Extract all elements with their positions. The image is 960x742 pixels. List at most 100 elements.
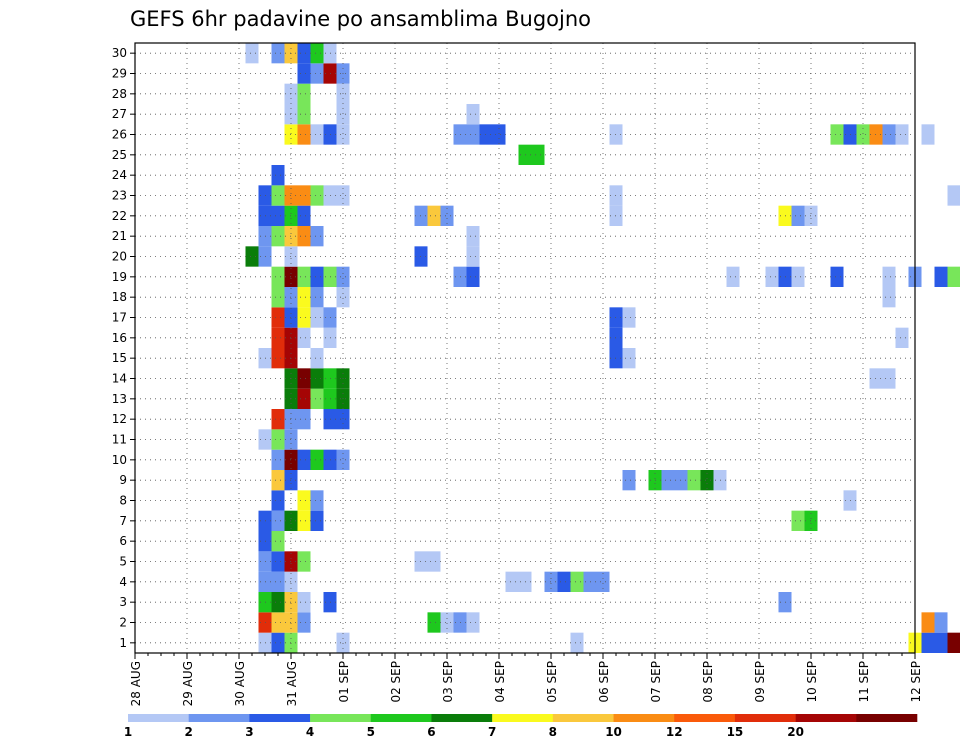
x-tick-label: 12 SEP <box>909 661 923 703</box>
grid-lines <box>135 43 915 653</box>
y-tick-label: 2 <box>119 616 127 630</box>
y-tick-label: 10 <box>112 453 127 467</box>
heatmap-cell <box>297 510 311 531</box>
colorbar-swatch <box>856 714 918 722</box>
y-tick-label: 16 <box>112 331 127 345</box>
heatmap-cell <box>336 632 350 653</box>
heatmap-cell <box>882 124 896 145</box>
x-tick-label: 07 SEP <box>649 661 663 703</box>
y-tick-label: 17 <box>112 311 127 325</box>
heatmap-cell <box>271 551 285 572</box>
y-tick-label: 21 <box>112 229 127 243</box>
heatmap-cell <box>310 185 324 206</box>
heatmap-cell <box>492 124 506 145</box>
heatmap-cell <box>531 144 545 165</box>
heatmap-cell <box>310 266 324 287</box>
colorbar-swatch <box>128 714 189 722</box>
heatmap-cell <box>934 266 948 287</box>
y-tick-label: 6 <box>119 534 127 548</box>
heatmap-cell <box>336 104 350 125</box>
heatmap-cell <box>297 104 311 125</box>
heatmap-cell <box>921 124 935 145</box>
heatmap-cell <box>271 449 285 470</box>
heatmap-cell <box>466 266 480 287</box>
heatmap-cell <box>310 449 324 470</box>
y-tick-label: 11 <box>112 433 127 447</box>
colorbar-swatch <box>613 714 675 722</box>
y-tick-label: 12 <box>112 412 127 426</box>
heatmap-cell <box>687 470 701 491</box>
y-tick-label: 8 <box>119 494 127 508</box>
y-tick-label: 4 <box>119 575 127 589</box>
x-tick-label: 04 SEP <box>493 661 507 703</box>
heatmap-cell <box>297 83 311 104</box>
y-tick-label: 18 <box>112 290 127 304</box>
x-tick-label: 05 SEP <box>545 661 559 703</box>
colorbar-label: 12 <box>666 725 683 739</box>
y-tick-label: 22 <box>112 209 127 223</box>
heatmap-cell <box>310 307 324 328</box>
heatmap-cell <box>297 327 311 348</box>
heatmap-cell <box>622 470 636 491</box>
heatmap-cell <box>882 266 896 287</box>
colorbar-swatch <box>674 714 736 722</box>
x-tick-label: 08 SEP <box>701 661 715 703</box>
y-tick-label: 5 <box>119 555 127 569</box>
x-tick-label: 30 AUG <box>233 661 247 706</box>
heatmap-cell <box>297 43 311 64</box>
y-tick-label: 29 <box>112 67 127 81</box>
x-tick-label: 29 AUG <box>181 661 195 706</box>
y-tick-label: 9 <box>119 473 127 487</box>
y-tick-label: 20 <box>112 250 127 264</box>
heatmap-cell <box>271 571 285 592</box>
heatmap-cell <box>310 63 324 84</box>
heatmap-cell <box>830 266 844 287</box>
y-tick-label: 25 <box>112 148 127 162</box>
heatmap-cell <box>934 612 948 633</box>
heatmap-cell <box>726 266 740 287</box>
heatmap-cell <box>661 470 675 491</box>
heatmap-cell <box>271 307 285 328</box>
heatmap-cell <box>297 63 311 84</box>
colorbar-swatch <box>249 714 311 722</box>
heatmap-cell <box>297 185 311 206</box>
heatmap-cell <box>297 551 311 572</box>
heatmap-cell <box>466 124 480 145</box>
heatmap-cell <box>700 470 714 491</box>
heatmap-cell <box>271 531 285 552</box>
heatmap-cell <box>297 592 311 613</box>
colorbar-label: 3 <box>245 725 253 739</box>
heatmap-cell <box>947 632 960 653</box>
y-tick-label: 24 <box>112 168 127 182</box>
heatmap-cell <box>271 205 285 226</box>
x-tick-label: 31 AUG <box>285 661 299 706</box>
heatmap-cell <box>297 612 311 633</box>
heatmap-cell <box>297 226 311 247</box>
heatmap-cell <box>466 226 480 247</box>
colorbar-label: 10 <box>605 725 622 739</box>
heatmap-cell <box>297 124 311 145</box>
heatmap-cell <box>271 592 285 613</box>
heatmap-cell <box>921 612 935 633</box>
heatmap-cell <box>466 612 480 633</box>
y-tick-label: 27 <box>112 107 127 121</box>
heatmap-cell <box>336 449 350 470</box>
colorbar-swatch <box>492 714 554 722</box>
heatmap-cell <box>856 124 870 145</box>
colorbar-swatch <box>795 714 857 722</box>
y-tick-label: 28 <box>112 87 127 101</box>
heatmap-cell <box>310 348 324 369</box>
heatmap-cell <box>596 571 610 592</box>
x-tick-label: 01 SEP <box>337 661 351 703</box>
x-tick-label: 11 SEP <box>857 661 871 703</box>
heatmap-cell <box>310 43 324 64</box>
heatmap-cell <box>310 490 324 511</box>
heatmap-cell <box>622 348 636 369</box>
colorbar-label: 20 <box>787 725 804 739</box>
heatmap-cell <box>427 205 441 226</box>
heatmap-cell <box>297 266 311 287</box>
heatmap-cell <box>791 266 805 287</box>
heatmap-cell <box>297 490 311 511</box>
heatmap-cell <box>310 287 324 308</box>
heatmap-cell <box>297 307 311 328</box>
